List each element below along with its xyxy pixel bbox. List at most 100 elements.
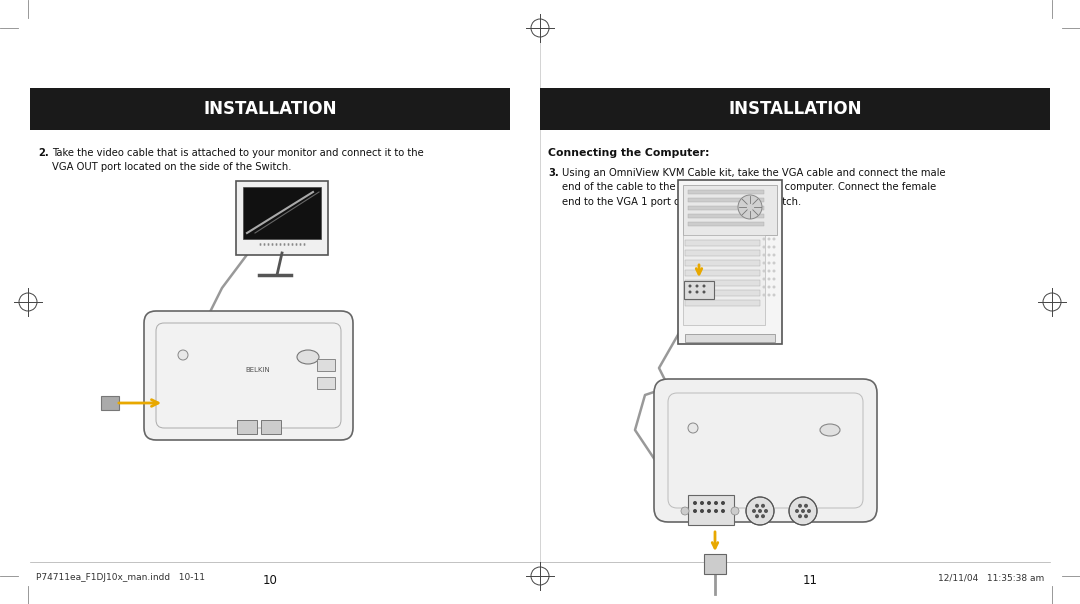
Circle shape xyxy=(768,277,770,280)
Circle shape xyxy=(772,269,775,272)
Text: P74711ea_F1DJ10x_man.indd   10-11: P74711ea_F1DJ10x_man.indd 10-11 xyxy=(36,574,205,582)
Text: Take the video cable that is attached to your monitor and connect it to the
VGA : Take the video cable that is attached to… xyxy=(52,148,423,172)
FancyBboxPatch shape xyxy=(683,185,777,235)
Circle shape xyxy=(714,501,718,505)
Circle shape xyxy=(789,497,816,525)
Circle shape xyxy=(707,501,711,505)
Circle shape xyxy=(688,423,698,433)
Circle shape xyxy=(762,262,766,265)
Circle shape xyxy=(768,245,770,248)
Circle shape xyxy=(178,350,188,360)
FancyBboxPatch shape xyxy=(685,280,760,286)
FancyBboxPatch shape xyxy=(30,88,510,130)
Circle shape xyxy=(693,501,697,505)
FancyBboxPatch shape xyxy=(688,222,764,226)
Circle shape xyxy=(768,254,770,257)
Circle shape xyxy=(693,509,697,513)
FancyBboxPatch shape xyxy=(688,198,764,202)
Circle shape xyxy=(700,509,704,513)
Text: 11: 11 xyxy=(802,574,818,586)
Text: 2.: 2. xyxy=(38,148,49,158)
Text: Connecting the Computer:: Connecting the Computer: xyxy=(548,148,710,158)
Circle shape xyxy=(801,509,805,513)
Circle shape xyxy=(772,262,775,265)
Circle shape xyxy=(700,501,704,505)
Circle shape xyxy=(702,291,705,294)
Circle shape xyxy=(746,497,774,525)
FancyBboxPatch shape xyxy=(684,281,714,299)
FancyBboxPatch shape xyxy=(318,359,335,371)
Circle shape xyxy=(689,284,691,288)
Circle shape xyxy=(807,509,811,513)
Circle shape xyxy=(762,269,766,272)
Circle shape xyxy=(772,294,775,297)
FancyBboxPatch shape xyxy=(261,420,281,434)
FancyBboxPatch shape xyxy=(678,180,782,344)
FancyBboxPatch shape xyxy=(685,300,760,306)
Circle shape xyxy=(755,514,759,518)
FancyBboxPatch shape xyxy=(144,311,353,440)
Circle shape xyxy=(795,509,799,513)
Circle shape xyxy=(689,291,691,294)
Circle shape xyxy=(696,291,699,294)
Circle shape xyxy=(721,501,725,505)
FancyBboxPatch shape xyxy=(102,396,119,410)
Circle shape xyxy=(798,504,802,508)
Text: INSTALLATION: INSTALLATION xyxy=(728,100,862,118)
Circle shape xyxy=(762,286,766,289)
Text: Using an OmniView KVM Cable kit, take the VGA cable and connect the male
end of : Using an OmniView KVM Cable kit, take th… xyxy=(562,168,946,207)
FancyBboxPatch shape xyxy=(683,235,765,325)
Circle shape xyxy=(752,509,756,513)
Circle shape xyxy=(768,269,770,272)
Circle shape xyxy=(702,284,705,288)
Circle shape xyxy=(762,294,766,297)
FancyBboxPatch shape xyxy=(685,334,775,342)
Circle shape xyxy=(764,509,768,513)
Circle shape xyxy=(798,514,802,518)
Circle shape xyxy=(696,284,699,288)
Circle shape xyxy=(762,237,766,240)
Circle shape xyxy=(804,514,808,518)
Circle shape xyxy=(772,245,775,248)
Ellipse shape xyxy=(820,424,840,436)
FancyBboxPatch shape xyxy=(540,88,1050,130)
Ellipse shape xyxy=(297,350,319,364)
FancyBboxPatch shape xyxy=(237,420,257,434)
Circle shape xyxy=(768,262,770,265)
Circle shape xyxy=(755,504,759,508)
Circle shape xyxy=(738,195,762,219)
Circle shape xyxy=(762,254,766,257)
Circle shape xyxy=(731,507,739,515)
Circle shape xyxy=(772,237,775,240)
FancyBboxPatch shape xyxy=(685,260,760,266)
FancyBboxPatch shape xyxy=(685,250,760,256)
Circle shape xyxy=(772,286,775,289)
Text: INSTALLATION: INSTALLATION xyxy=(203,100,337,118)
FancyBboxPatch shape xyxy=(685,290,760,296)
Circle shape xyxy=(762,277,766,280)
FancyBboxPatch shape xyxy=(318,377,335,389)
Circle shape xyxy=(714,509,718,513)
FancyBboxPatch shape xyxy=(237,181,328,255)
Circle shape xyxy=(768,294,770,297)
FancyBboxPatch shape xyxy=(688,190,764,194)
FancyBboxPatch shape xyxy=(688,206,764,210)
FancyBboxPatch shape xyxy=(688,495,734,525)
Circle shape xyxy=(772,277,775,280)
Text: 3.: 3. xyxy=(548,168,558,178)
Circle shape xyxy=(707,509,711,513)
Circle shape xyxy=(681,507,689,515)
Circle shape xyxy=(758,509,762,513)
Circle shape xyxy=(761,504,765,508)
FancyBboxPatch shape xyxy=(704,554,726,574)
Circle shape xyxy=(761,514,765,518)
Circle shape xyxy=(762,245,766,248)
Circle shape xyxy=(768,286,770,289)
Text: 12/11/04   11:35:38 am: 12/11/04 11:35:38 am xyxy=(937,574,1044,582)
Circle shape xyxy=(804,504,808,508)
Circle shape xyxy=(721,509,725,513)
FancyBboxPatch shape xyxy=(685,270,760,276)
Text: BELKIN: BELKIN xyxy=(245,367,270,373)
FancyBboxPatch shape xyxy=(688,214,764,218)
FancyBboxPatch shape xyxy=(243,187,321,239)
